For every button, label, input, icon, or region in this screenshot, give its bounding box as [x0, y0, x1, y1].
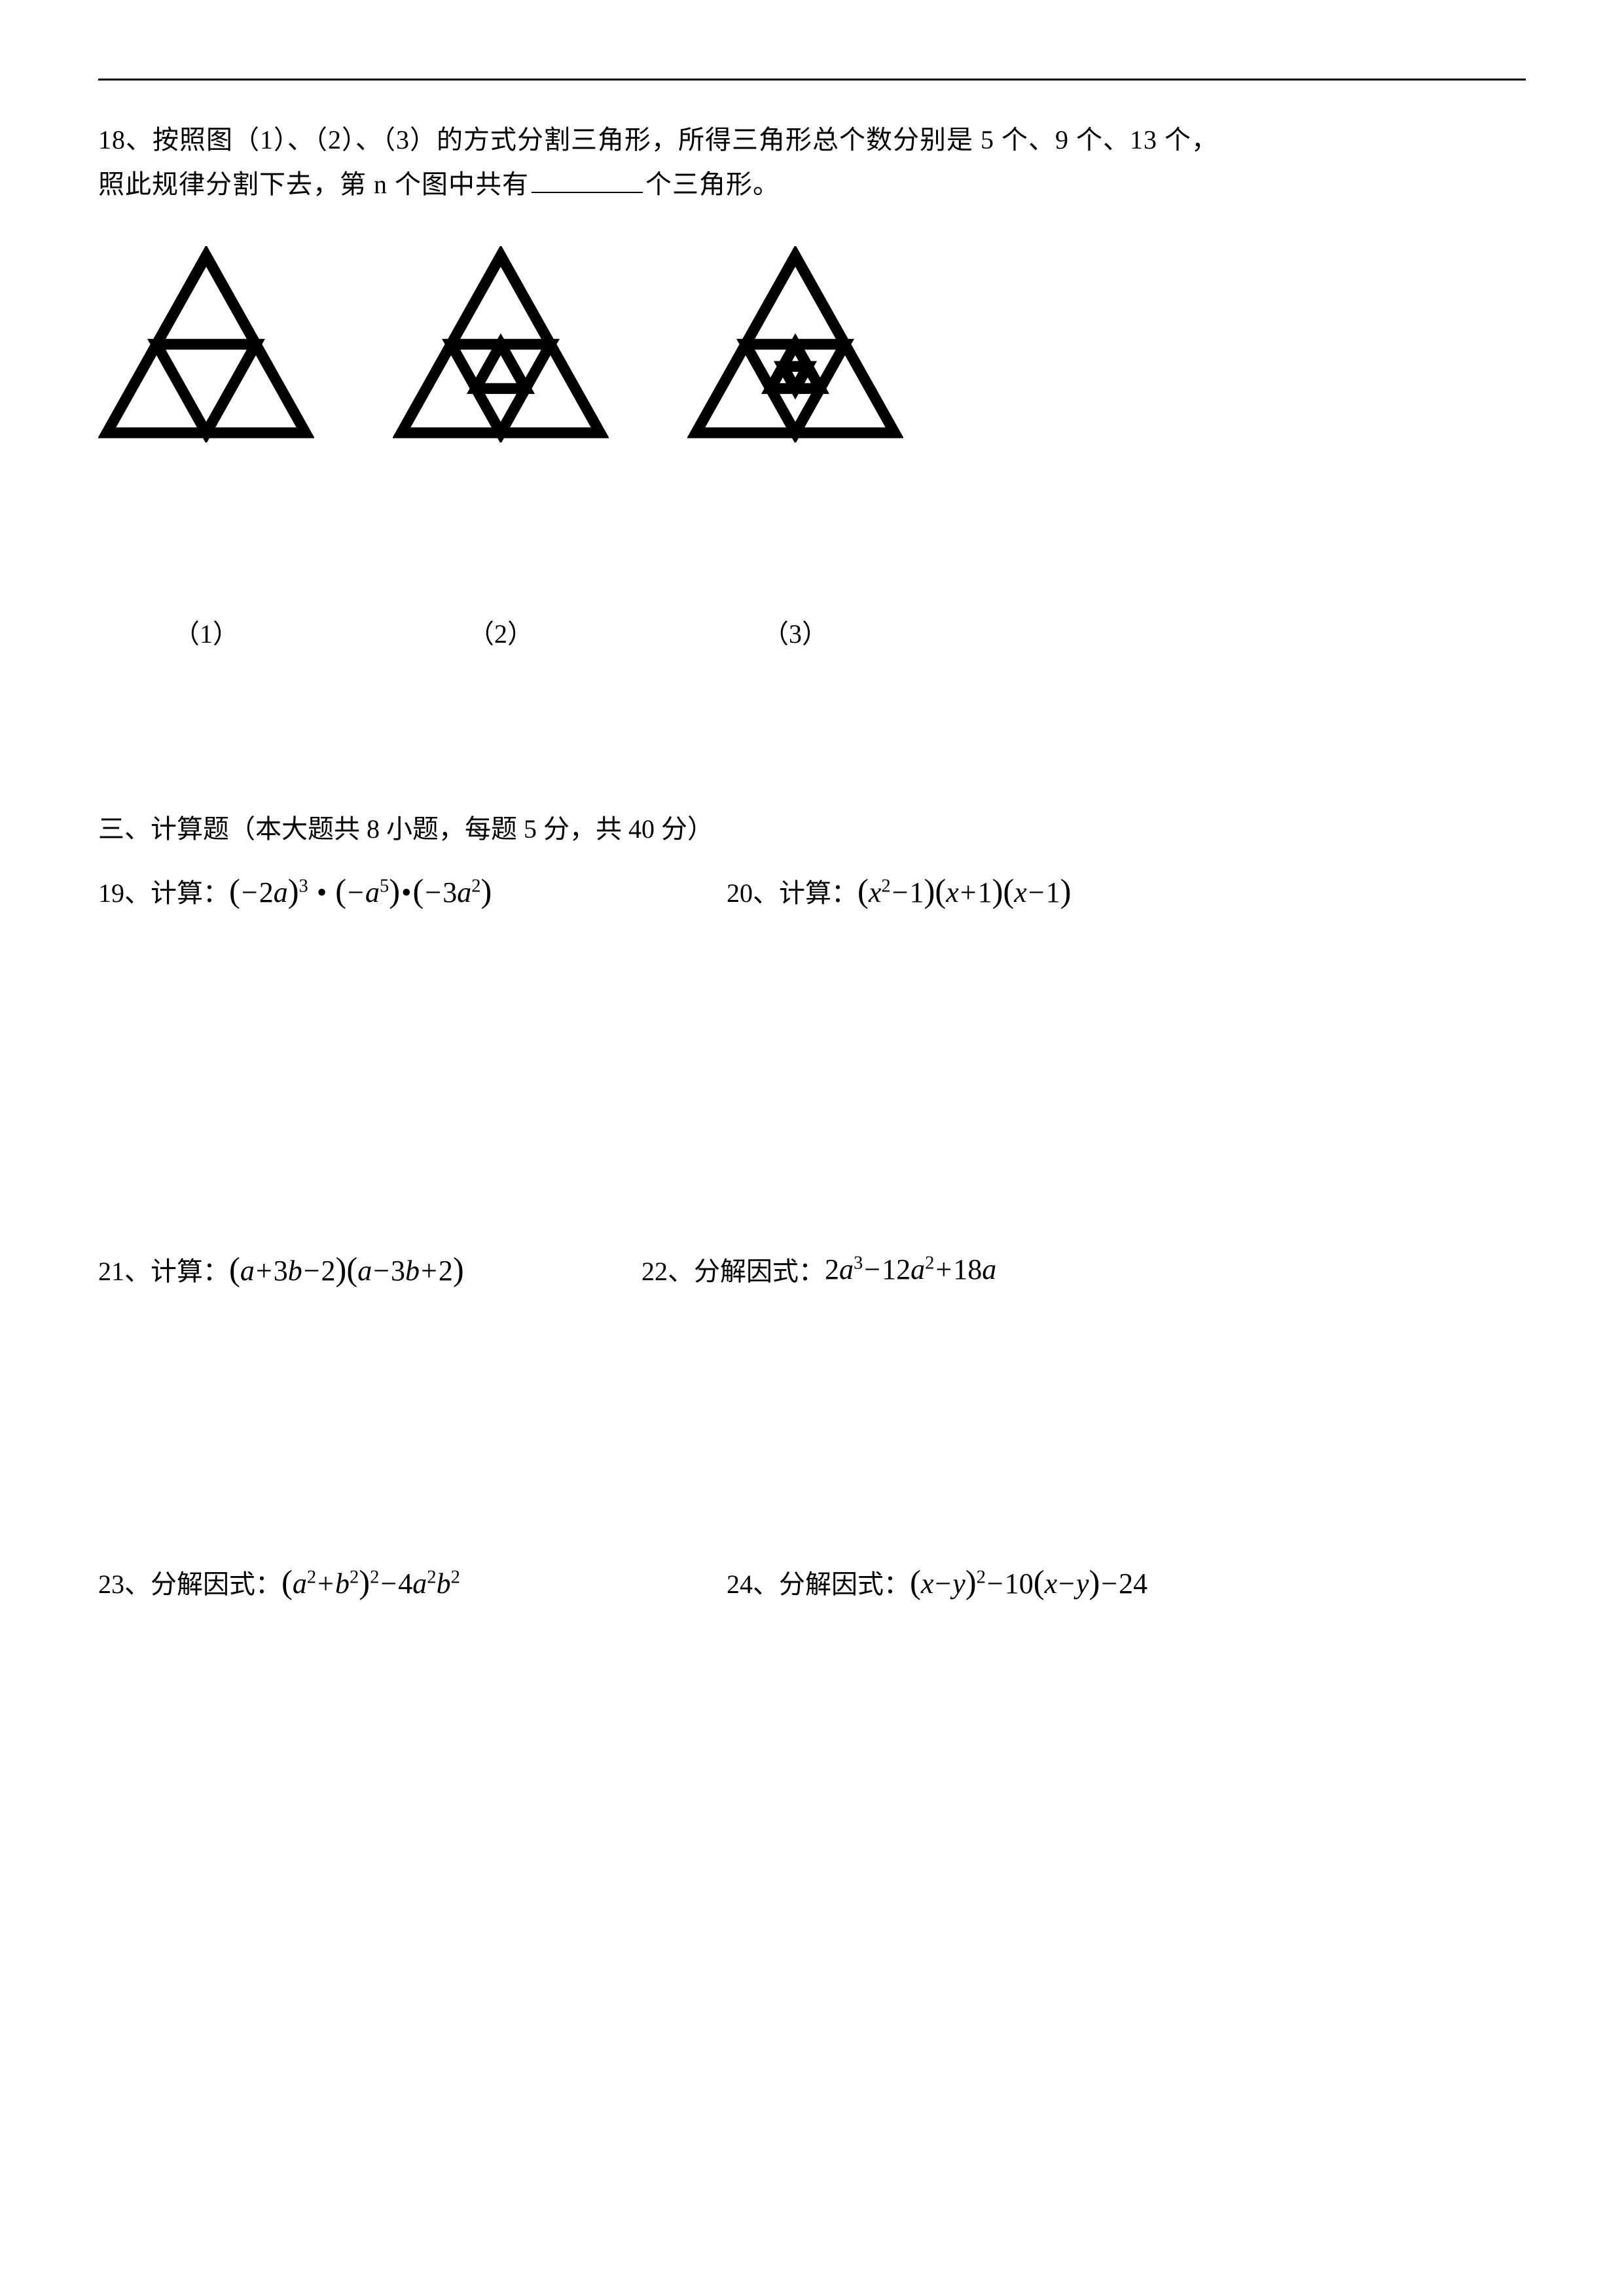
caption-1: （1）: [98, 613, 314, 651]
triangle-diagram-2: [393, 246, 609, 442]
q18-text-a: 按照图（1）、（2）、（3）的方式分割三角形，所得三角形总个数分别是 5 个、9…: [153, 125, 1218, 154]
q-row-19-20: 19、计算： (−2a)3 • (−a5)•(−3a2) 20、计算： (x2−…: [98, 872, 1526, 910]
q19: 19、计算： (−2a)3 • (−a5)•(−3a2): [98, 872, 727, 910]
q21-label: 计算：: [151, 1250, 229, 1288]
figure-row: [98, 246, 1526, 442]
q21-math: (a+3b−2)(a−3b+2): [229, 1250, 464, 1288]
q22-math: 2a3−12a2+18a: [825, 1253, 996, 1286]
figure-1: [98, 246, 314, 442]
q18-text-b-post: 个三角形。: [645, 170, 780, 199]
q21-num: 21、: [98, 1250, 151, 1288]
q20-label: 计算：: [779, 872, 857, 910]
q20-math: (x2−1)(x+1)(x−1): [857, 872, 1072, 910]
q19-num: 19、: [98, 872, 151, 910]
q19-math: (−2a)3 • (−a5)•(−3a2): [229, 872, 492, 910]
q23: 23、分解因式： (a2+b2)2−4a2b2: [98, 1563, 727, 1601]
q23-label: 分解因式：: [151, 1563, 281, 1601]
q20-num: 20、: [727, 872, 779, 910]
q-row-21-22: 21、计算： (a+3b−2)(a−3b+2) 22、分解因式： 2a3−12a…: [98, 1250, 1526, 1288]
q23-num: 23、: [98, 1563, 151, 1601]
q24-label: 分解因式：: [779, 1563, 910, 1601]
caption-2: （2）: [393, 613, 609, 651]
section-3-title: 三、计算题（本大题共 8 小题，每题 5 分，共 40 分）: [98, 808, 1526, 846]
q22-label: 分解因式：: [694, 1250, 825, 1288]
q19-label: 计算：: [151, 872, 229, 910]
content: 18、按照图（1）、（2）、（3）的方式分割三角形，所得三角形总个数分别是 5 …: [98, 118, 1526, 1601]
triangle-diagram-3: [687, 246, 903, 442]
caption-3: （3）: [687, 613, 903, 651]
q-row-23-24: 23、分解因式： (a2+b2)2−4a2b2 24、分解因式： (x−y)2−…: [98, 1563, 1526, 1601]
q18-number: 18、: [98, 125, 153, 154]
q24-num: 24、: [727, 1563, 779, 1601]
q21: 21、计算： (a+3b−2)(a−3b+2): [98, 1250, 641, 1288]
caption-row: （1） （2） （3）: [98, 613, 1526, 651]
q18-blank: [532, 168, 643, 193]
q20: 20、计算： (x2−1)(x+1)(x−1): [727, 872, 1072, 910]
q22-num: 22、: [641, 1250, 694, 1288]
figure-3: [687, 246, 903, 442]
top-rule: [98, 79, 1526, 81]
q18-line1: 18、按照图（1）、（2）、（3）的方式分割三角形，所得三角形总个数分别是 5 …: [98, 118, 1526, 162]
q18-text-b-pre: 照此规律分割下去，第 n 个图中共有: [98, 170, 529, 199]
q24-math: (x−y)2−10(x−y)−24: [910, 1563, 1147, 1601]
q22: 22、分解因式： 2a3−12a2+18a: [641, 1250, 996, 1288]
q24: 24、分解因式： (x−y)2−10(x−y)−24: [727, 1563, 1147, 1601]
q23-math: (a2+b2)2−4a2b2: [281, 1563, 460, 1601]
q18-line2: 照此规律分割下去，第 n 个图中共有 个三角形。: [98, 162, 1526, 207]
figure-2: [393, 246, 609, 442]
triangle-diagram-1: [98, 246, 314, 442]
